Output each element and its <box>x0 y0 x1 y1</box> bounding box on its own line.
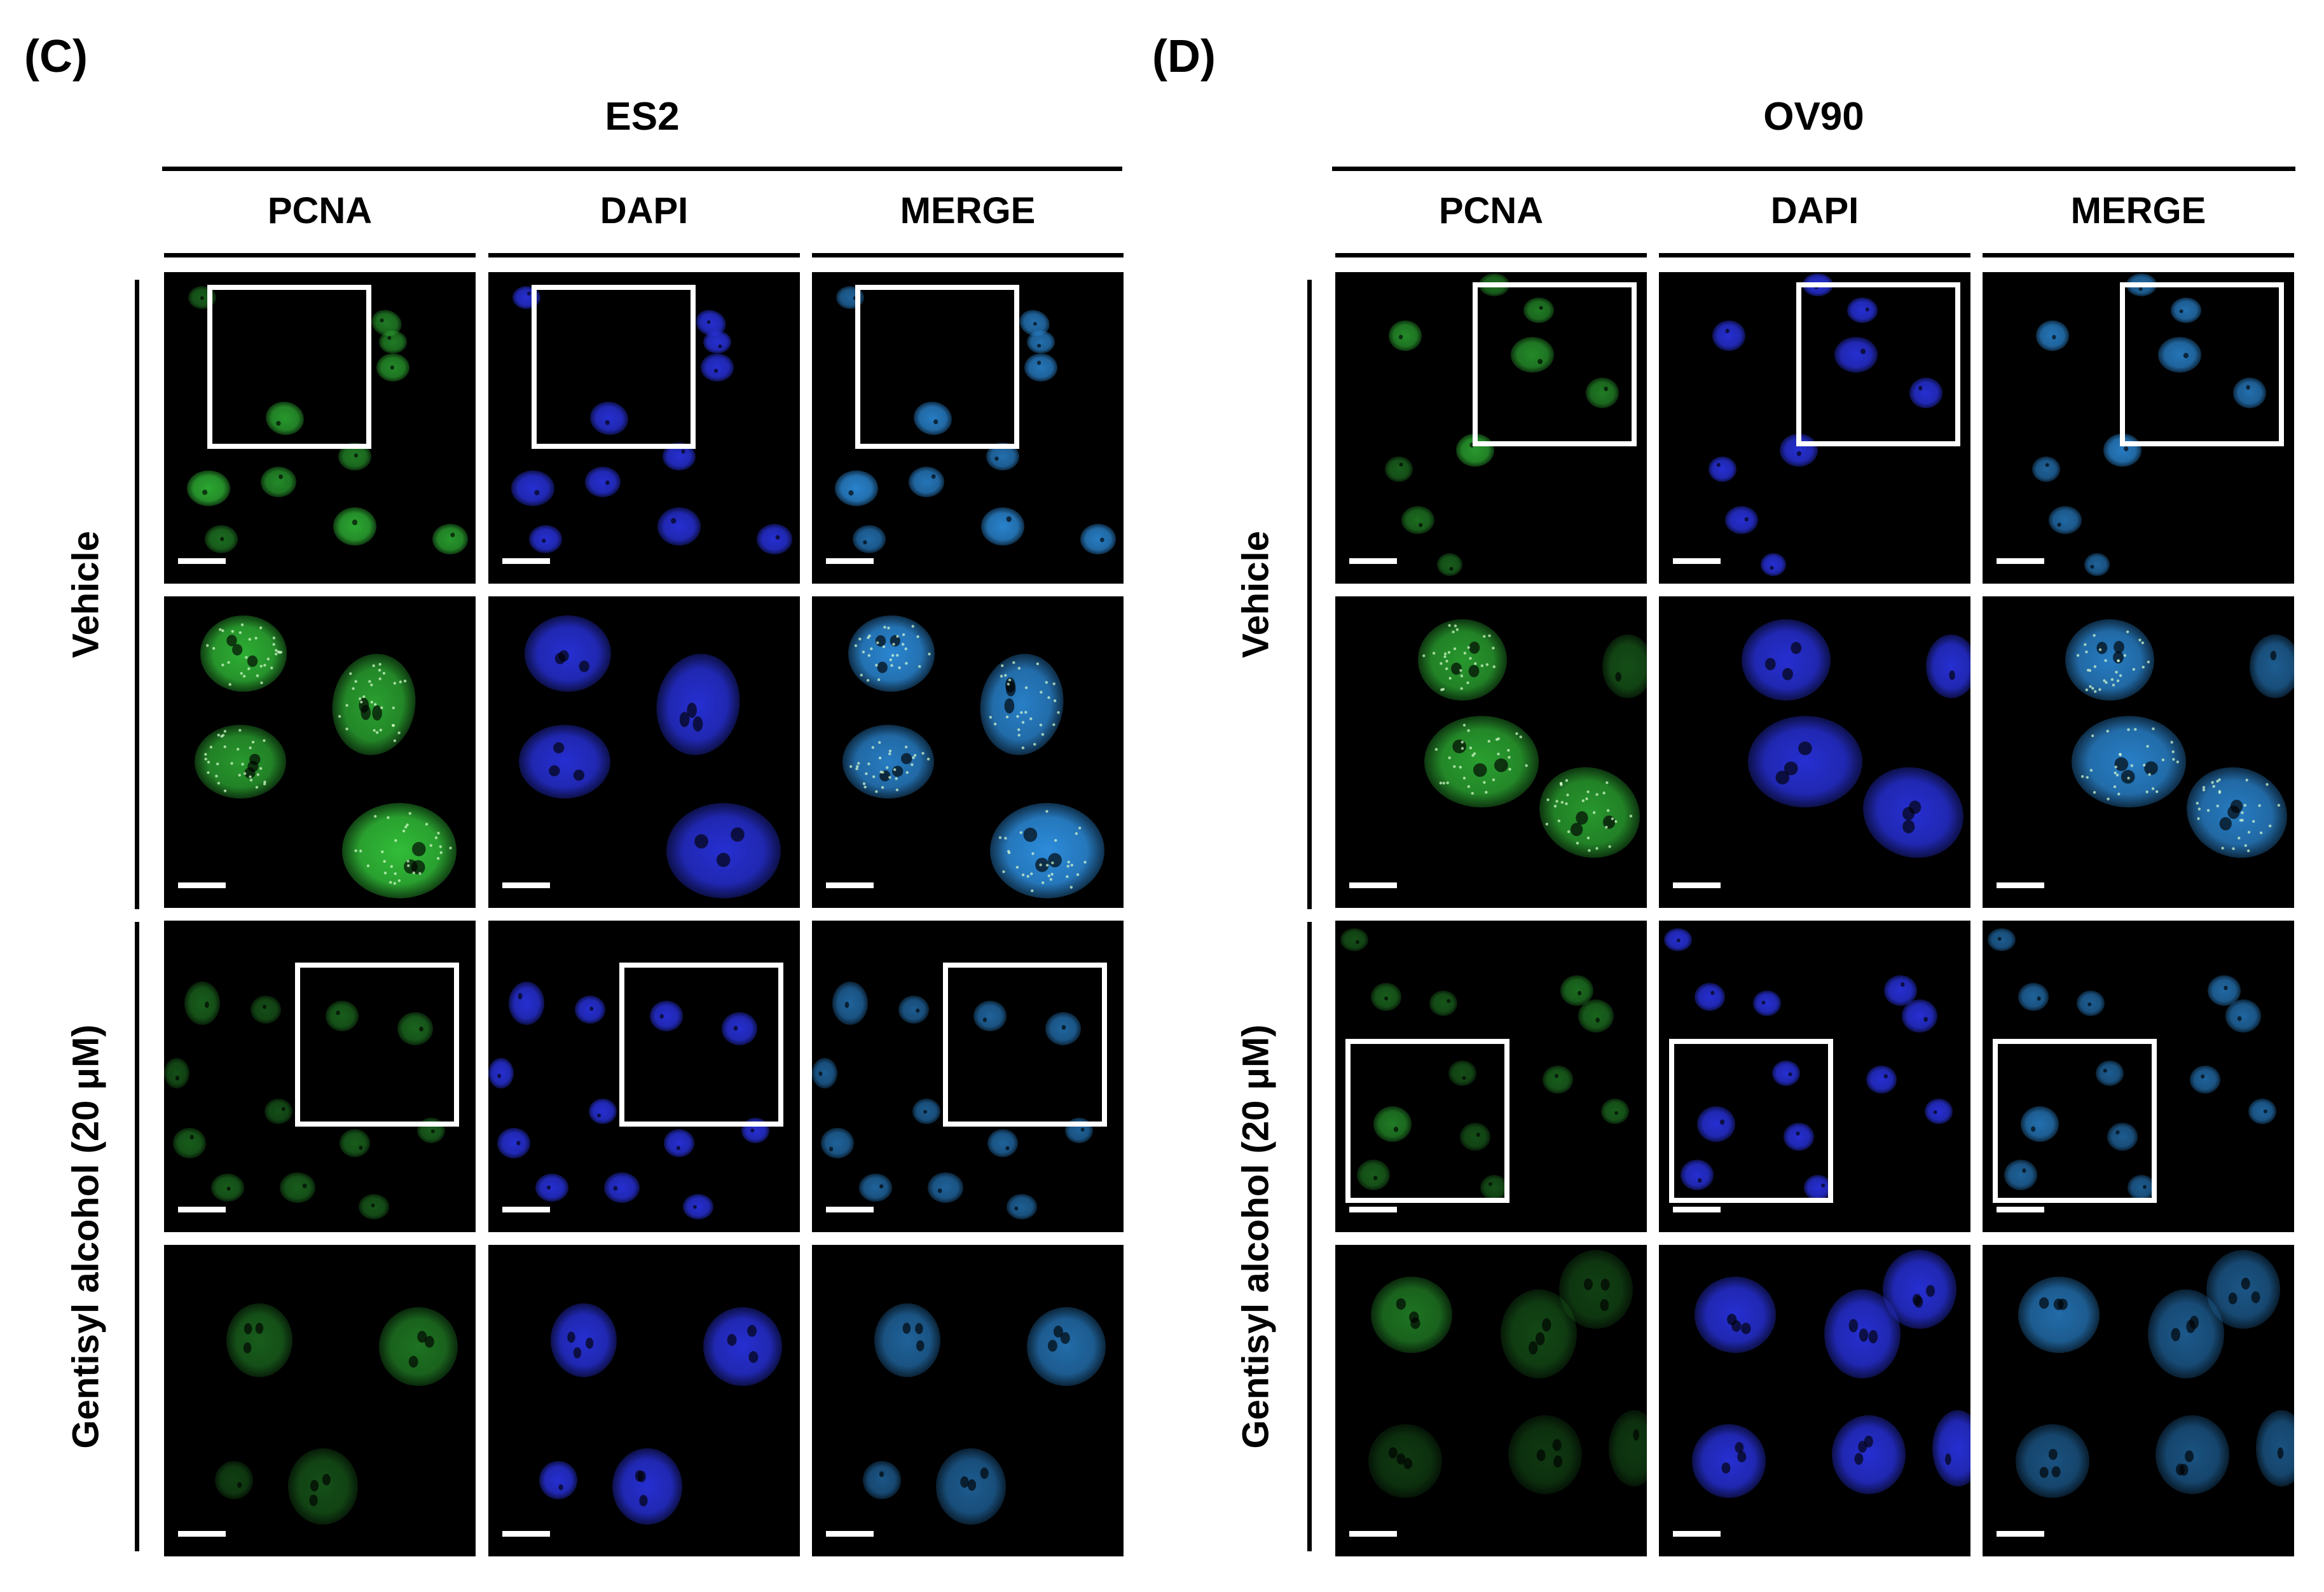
inset-box <box>295 963 459 1127</box>
scale-bar <box>1349 558 1397 564</box>
inset-box <box>207 285 371 449</box>
cell-line-title-es2: ES2 <box>605 95 680 139</box>
col-head-d-merge: MERGE <box>2070 190 2206 231</box>
col-head-c-merge: MERGE <box>900 190 1036 231</box>
scale-bar <box>1349 882 1397 888</box>
row-label-d-gentisyl: Gentisyl alcohol (20 μM) <box>1235 1024 1277 1449</box>
scale-bar <box>826 1531 874 1537</box>
micrograph-c-gen-lo-merge <box>812 921 1124 1232</box>
scale-bar <box>826 558 874 564</box>
scale-bar <box>502 1207 550 1212</box>
scale-bar <box>1673 1531 1721 1537</box>
micrograph-c-gen-lo-dapi <box>488 921 800 1232</box>
micrograph-c-veh-hi-dapi <box>488 596 800 908</box>
col-head-c-pcna: PCNA <box>267 190 373 231</box>
scale-bar <box>1997 882 2044 888</box>
scale-bar <box>1349 1207 1397 1212</box>
micrograph-d-veh-hi-merge <box>1983 596 2294 908</box>
inset-box <box>1796 282 1960 446</box>
micrograph-d-gen-hi-merge <box>1983 1245 2294 1556</box>
cell-line-title-ov90: OV90 <box>1763 95 1864 139</box>
scale-bar <box>178 558 226 564</box>
col-underline-c-pcna <box>164 253 476 257</box>
col-underline-c-dapi <box>488 253 800 257</box>
cell-line-underline-es2 <box>162 167 1122 171</box>
micrograph-c-gen-hi-pcna <box>164 1245 476 1556</box>
col-head-d-dapi: DAPI <box>1770 190 1859 231</box>
col-underline-c-merge <box>812 253 1124 257</box>
scale-bar <box>1997 1531 2044 1537</box>
scale-bar <box>502 558 550 564</box>
scale-bar <box>1673 882 1721 888</box>
micrograph-c-veh-hi-pcna <box>164 596 476 908</box>
micrograph-d-gen-lo-merge <box>1983 921 2294 1232</box>
inset-box <box>1993 1039 2157 1203</box>
scale-bar <box>178 882 226 888</box>
row-label-c-vehicle: Vehicle <box>65 531 107 658</box>
micrograph-c-veh-lo-merge <box>812 272 1124 584</box>
scale-bar <box>826 882 874 888</box>
col-head-d-pcna: PCNA <box>1438 190 1544 231</box>
micrograph-d-veh-hi-pcna <box>1335 596 1647 908</box>
inset-box <box>1669 1039 1833 1203</box>
micrograph-d-gen-hi-dapi <box>1659 1245 1970 1556</box>
micrograph-c-veh-lo-dapi <box>488 272 800 584</box>
inset-box <box>619 963 783 1127</box>
row-label-d-vehicle: Vehicle <box>1235 531 1277 658</box>
col-underline-d-pcna <box>1335 253 1647 257</box>
panel-letter-c: (C) <box>24 31 88 82</box>
micrograph-d-gen-lo-pcna <box>1335 921 1647 1232</box>
inset-box <box>1473 282 1637 446</box>
micrograph-c-veh-hi-merge <box>812 596 1124 908</box>
inset-box <box>855 285 1019 449</box>
micrograph-c-veh-lo-pcna <box>164 272 476 584</box>
panel-letter-d: (D) <box>1152 31 1216 82</box>
scale-bar <box>1673 1207 1721 1212</box>
group-bracket-d-gentisyl <box>1307 922 1312 1551</box>
micrograph-d-gen-hi-pcna <box>1335 1245 1647 1556</box>
micrograph-d-gen-lo-dapi <box>1659 921 1970 1232</box>
scale-bar <box>502 1531 550 1537</box>
micrograph-c-gen-hi-dapi <box>488 1245 800 1556</box>
inset-box <box>943 963 1107 1127</box>
scale-bar <box>1997 558 2044 564</box>
inset-box <box>1345 1039 1509 1203</box>
inset-box <box>532 285 696 449</box>
col-underline-d-dapi <box>1659 253 1970 257</box>
micrograph-c-gen-lo-pcna <box>164 921 476 1232</box>
cell-line-underline-ov90 <box>1332 167 2295 171</box>
group-bracket-d-vehicle <box>1307 280 1312 909</box>
scale-bar <box>178 1531 226 1537</box>
micrograph-d-veh-lo-dapi <box>1659 272 1970 584</box>
scale-bar <box>502 882 550 888</box>
micrograph-d-veh-hi-dapi <box>1659 596 1970 908</box>
scale-bar <box>826 1207 874 1212</box>
col-head-c-dapi: DAPI <box>600 190 689 231</box>
scale-bar <box>1997 1207 2044 1212</box>
group-bracket-c-vehicle <box>135 280 139 909</box>
inset-box <box>2120 282 2284 446</box>
col-underline-d-merge <box>1983 253 2294 257</box>
group-bracket-c-gentisyl <box>135 922 139 1551</box>
scale-bar <box>178 1207 226 1212</box>
scale-bar <box>1673 558 1721 564</box>
micrograph-d-veh-lo-merge <box>1983 272 2294 584</box>
micrograph-d-veh-lo-pcna <box>1335 272 1647 584</box>
scale-bar <box>1349 1531 1397 1537</box>
micrograph-c-gen-hi-merge <box>812 1245 1124 1556</box>
row-label-c-gentisyl: Gentisyl alcohol (20 μM) <box>65 1024 107 1449</box>
